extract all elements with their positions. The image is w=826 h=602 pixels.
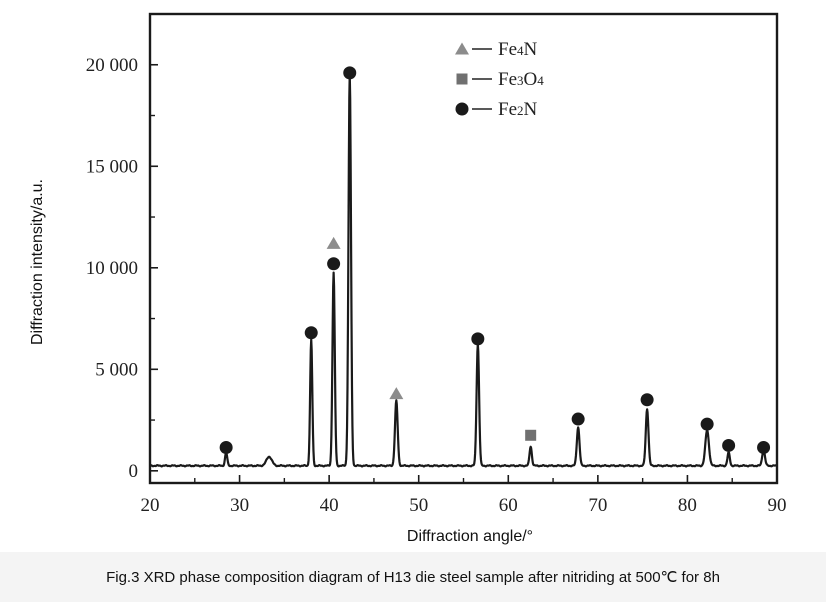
figure-caption: Fig.3 XRD phase composition diagram of H… [106,569,720,586]
fe2n-circle-marker [219,440,233,454]
fe3o4-square-marker [525,429,537,441]
fe2n-circle-marker [471,332,485,346]
y-tick-label: 15 000 [86,156,138,177]
fe2n-circle-marker [304,326,318,340]
legend-fe3o4-square-icon [456,73,468,85]
fe2n-circle-marker [343,66,357,80]
x-tick-label: 50 [409,495,428,516]
x-tick-label: 70 [588,495,607,516]
y-tick-label: 5 000 [95,359,138,380]
x-tick-label: 80 [678,495,697,516]
legend-label-fe4n: Fe4N [498,39,538,60]
y-axis-title: Diffraction intensity/a.u. [29,179,46,345]
caption-band [0,552,826,602]
legend-fe4n-triangle-icon [455,42,469,55]
fe2n-circle-marker [757,440,771,454]
fe2n-circle-marker [571,412,585,426]
y-tick-label: 0 [129,461,139,482]
xrd-chart: 20 30 40 50 60 70 80 90 0 5 000 10 000 15 000 20 000… [29,12,787,545]
x-tick-label: 60 [499,495,518,516]
x-axis-title: Diffraction angle/° [407,528,533,545]
fe4n-triangle-marker [389,387,404,400]
legend-label-fe2n: Fe2N [498,99,538,120]
legend-fe2n-circle-icon [455,102,469,116]
fe2n-circle-marker [722,438,736,452]
x-tick-label: 30 [230,495,249,516]
x-tick-label: 20 [141,495,160,516]
legend-label-fe3o4: Fe3O4 [498,69,544,90]
fe2n-circle-marker [327,257,341,271]
fe2n-circle-marker [640,393,654,407]
x-tick-label: 40 [320,495,339,516]
fe4n-triangle-marker [326,236,341,249]
fe2n-circle-marker [700,417,714,431]
y-tick-label: 20 000 [86,55,138,76]
xrd-pattern-line [149,72,778,468]
y-tick-label: 10 000 [86,258,138,279]
x-tick-label: 90 [768,495,787,516]
